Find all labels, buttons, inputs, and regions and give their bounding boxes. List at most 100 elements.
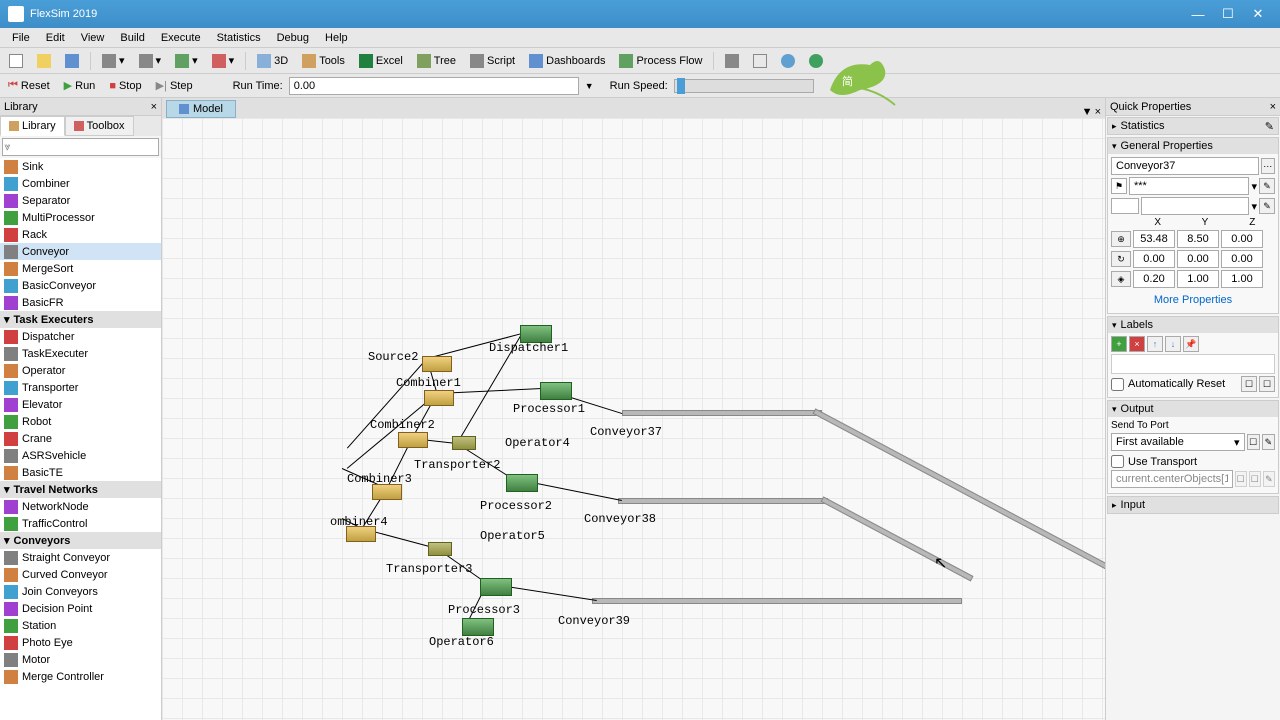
pos-x[interactable] <box>1133 230 1175 248</box>
lib-item-conveyors[interactable]: ▾Conveyors <box>0 532 161 549</box>
dashboards-button[interactable]: Dashboards <box>524 51 610 71</box>
section-statistics[interactable]: ▸Statistics ✎ <box>1108 118 1278 134</box>
run-button[interactable]: ▶Run <box>60 78 100 93</box>
step-button[interactable]: ▶|Step <box>152 78 197 93</box>
lib-item-basicconveyor[interactable]: BasicConveyor <box>0 277 161 294</box>
rot-y[interactable] <box>1177 250 1219 268</box>
canvas-object[interactable] <box>372 484 402 500</box>
dropdown3[interactable]: ▾ <box>170 51 203 71</box>
menu-help[interactable]: Help <box>317 30 356 46</box>
pin-button[interactable]: 📌 <box>1183 336 1199 352</box>
menu-file[interactable]: File <box>4 30 38 46</box>
name-btn[interactable]: ⋯ <box>1261 158 1276 174</box>
expr-btn2[interactable]: ☐ <box>1249 471 1261 487</box>
add-label-button[interactable]: + <box>1111 336 1127 352</box>
canvas-tab-model[interactable]: Model <box>166 100 236 118</box>
scale-icon[interactable]: ◈ <box>1111 271 1131 287</box>
lib-item-task-executers[interactable]: ▾Task Executers <box>0 311 161 328</box>
menu-execute[interactable]: Execute <box>153 30 209 46</box>
dropdown2[interactable]: ▾ <box>134 51 167 71</box>
scale-x[interactable] <box>1133 270 1175 288</box>
lib-item-basicfr[interactable]: BasicFR <box>0 294 161 311</box>
save-button[interactable] <box>60 51 84 71</box>
filter-input[interactable] <box>12 139 158 155</box>
pos-z[interactable] <box>1221 230 1263 248</box>
remove-label-button[interactable]: × <box>1129 336 1145 352</box>
menu-edit[interactable]: Edit <box>38 30 73 46</box>
canvas[interactable]: Source2Dispatcher1Combiner1Processor1Com… <box>162 118 1105 720</box>
lib-item-merge-controller[interactable]: Merge Controller <box>0 668 161 685</box>
lib-item-travel-networks[interactable]: ▾Travel Networks <box>0 481 161 498</box>
menu-statistics[interactable]: Statistics <box>209 30 269 46</box>
lib-item-networknode[interactable]: NetworkNode <box>0 498 161 515</box>
lib-item-taskexecuter[interactable]: TaskExecuter <box>0 345 161 362</box>
color-btn[interactable] <box>1111 198 1139 214</box>
library-filter[interactable]: ⩔ <box>2 138 159 156</box>
lib-item-crane[interactable]: Crane <box>0 430 161 447</box>
lib-item-decision-point[interactable]: Decision Point <box>0 600 161 617</box>
lib-item-transporter[interactable]: Transporter <box>0 379 161 396</box>
pos-y[interactable] <box>1177 230 1219 248</box>
canvas-object[interactable] <box>398 432 428 448</box>
lib-item-elevator[interactable]: Elevator <box>0 396 161 413</box>
lib-item-conveyor[interactable]: Conveyor <box>0 243 161 260</box>
lib-item-straight-conveyor[interactable]: Straight Conveyor <box>0 549 161 566</box>
transport-expr-input[interactable] <box>1111 470 1233 488</box>
lib-item-photo-eye[interactable]: Photo Eye <box>0 634 161 651</box>
dropdown1[interactable]: ▾ <box>97 51 130 71</box>
props-close-icon[interactable]: × <box>1270 101 1276 113</box>
canvas-object[interactable] <box>540 382 572 400</box>
conveyor[interactable] <box>618 498 828 504</box>
reset-btn2[interactable]: ☐ <box>1259 376 1275 392</box>
maximize-button[interactable]: ☐ <box>1214 4 1242 24</box>
labels-list[interactable] <box>1111 354 1275 374</box>
lib-item-curved-conveyor[interactable]: Curved Conveyor <box>0 566 161 583</box>
expr-btn3[interactable]: ✎ <box>1263 471 1275 487</box>
name-input[interactable] <box>1111 157 1259 175</box>
tools-button[interactable]: Tools <box>297 51 350 71</box>
lib-item-dispatcher[interactable]: Dispatcher <box>0 328 161 345</box>
dropdown-icon[interactable]: ▾ <box>1251 180 1257 193</box>
lib-item-sink[interactable]: Sink <box>0 158 161 175</box>
rot-z[interactable] <box>1221 250 1263 268</box>
menu-build[interactable]: Build <box>112 30 152 46</box>
window-icon[interactable] <box>748 51 772 71</box>
excel-button[interactable]: Excel <box>354 51 408 71</box>
more-properties-link[interactable]: More Properties <box>1111 290 1275 310</box>
lib-item-robot[interactable]: Robot <box>0 413 161 430</box>
close-button[interactable]: ✕ <box>1244 4 1272 24</box>
lib-item-trafficcontrol[interactable]: TrafficControl <box>0 515 161 532</box>
scale-y[interactable] <box>1177 270 1219 288</box>
edit-icon[interactable]: ✎ <box>1265 120 1274 133</box>
expr-btn1[interactable]: ☐ <box>1235 471 1247 487</box>
up-button[interactable]: ↑ <box>1147 336 1163 352</box>
rot-icon[interactable]: ↻ <box>1111 251 1131 267</box>
tab-toolbox[interactable]: Toolbox <box>65 116 134 136</box>
color-select[interactable] <box>1141 197 1249 215</box>
pos-icon[interactable]: ⊕ <box>1111 231 1131 247</box>
canvas-close-icon[interactable]: × <box>1095 106 1101 118</box>
dropdown4[interactable]: ▾ <box>207 51 240 71</box>
reset-btn1[interactable]: ☐ <box>1241 376 1257 392</box>
canvas-object[interactable] <box>422 356 452 372</box>
lib-item-multiprocessor[interactable]: MultiProcessor <box>0 209 161 226</box>
port-btn2[interactable]: ✎ <box>1262 434 1275 450</box>
new-button[interactable] <box>4 51 28 71</box>
auto-reset-checkbox[interactable] <box>1111 378 1124 391</box>
runtime-input[interactable] <box>289 77 579 95</box>
rot-x[interactable] <box>1133 250 1175 268</box>
help-icon[interactable] <box>776 51 800 71</box>
section-labels[interactable]: ▾Labels <box>1108 317 1278 333</box>
speed-slider[interactable] <box>674 79 814 93</box>
menu-debug[interactable]: Debug <box>269 30 317 46</box>
scale-z[interactable] <box>1221 270 1263 288</box>
edit-btn[interactable]: ✎ <box>1259 178 1275 194</box>
lib-item-motor[interactable]: Motor <box>0 651 161 668</box>
conveyor[interactable] <box>813 408 1105 610</box>
lib-item-basicte[interactable]: BasicTE <box>0 464 161 481</box>
minimize-button[interactable]: — <box>1184 4 1212 24</box>
lib-item-rack[interactable]: Rack <box>0 226 161 243</box>
canvas-object[interactable] <box>428 542 452 556</box>
link-icon[interactable] <box>720 51 744 71</box>
canvas-object[interactable] <box>480 578 512 596</box>
